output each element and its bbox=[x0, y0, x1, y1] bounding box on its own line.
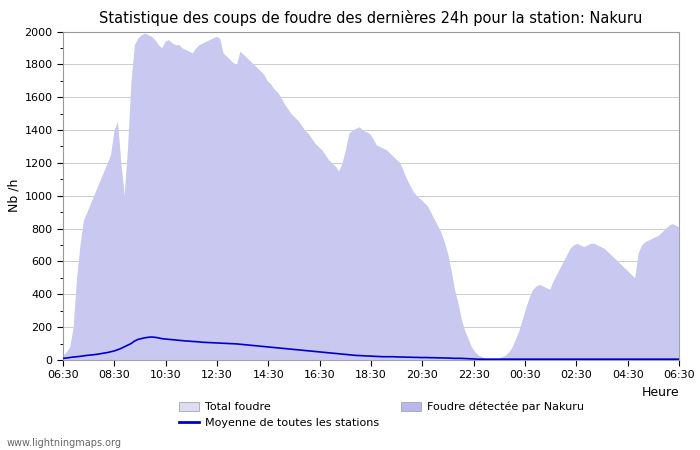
Y-axis label: Nb /h: Nb /h bbox=[7, 179, 20, 212]
Text: Heure: Heure bbox=[641, 386, 679, 399]
Legend: Total foudre, Moyenne de toutes les stations, Foudre détectée par Nakuru: Total foudre, Moyenne de toutes les stat… bbox=[179, 402, 584, 428]
Text: www.lightningmaps.org: www.lightningmaps.org bbox=[7, 438, 122, 448]
Title: Statistique des coups de foudre des dernières 24h pour la station: Nakuru: Statistique des coups de foudre des dern… bbox=[99, 10, 643, 26]
